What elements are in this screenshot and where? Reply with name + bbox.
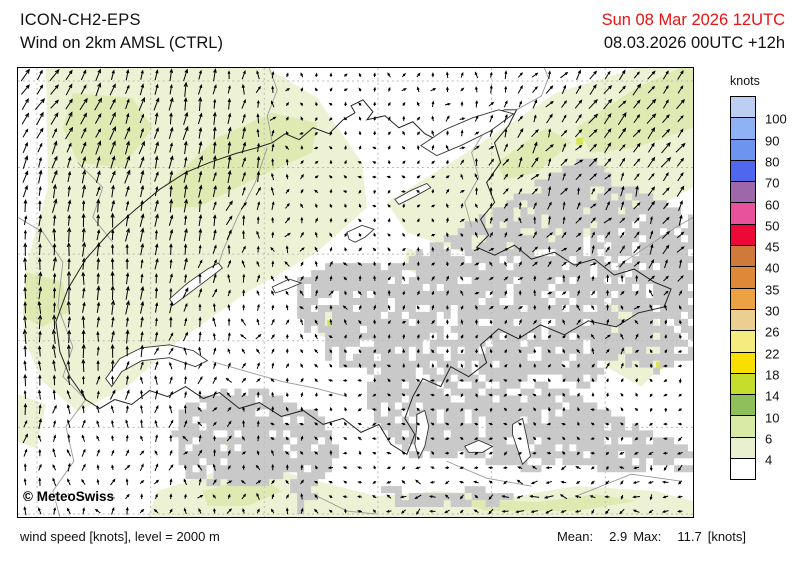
legend-tick-label: 70 [765, 175, 780, 191]
legend-tick-label: 30 [765, 303, 780, 319]
legend-color-segment [730, 394, 756, 417]
product-title: Wind on 2km AMSL (CTRL) [20, 34, 223, 52]
legend-tick-label: 26 [765, 324, 780, 340]
legend-color-segment [730, 372, 756, 396]
legend-color-segment [730, 351, 756, 374]
legend-color-segment [730, 436, 756, 460]
legend-tick-label: 10 [765, 410, 780, 425]
header-right: Sun 08 Mar 2026 12UTC 08.03.2026 00UTC +… [602, 11, 785, 53]
header-left: ICON-CH2-EPS Wind on 2km AMSL (CTRL) [20, 11, 223, 53]
legend-color-segment [730, 458, 756, 481]
copyright-label: © MeteoSwiss [23, 489, 114, 504]
legend-color-segment [730, 308, 756, 332]
legend-tick-label: 60 [765, 197, 780, 212]
legend-tick-label: 4 [765, 452, 773, 468]
model-name: ICON-CH2-EPS [20, 11, 141, 29]
legend-tick-label: 35 [765, 282, 780, 298]
legend-tick-label: 6 [765, 431, 773, 447]
max-label: Max: [633, 529, 662, 544]
legend-color-segment [730, 159, 756, 183]
stats-unit: [knots] [707, 529, 746, 544]
legend-color-segment [730, 138, 756, 161]
legend-color-segment [730, 181, 756, 204]
legend-tick-label: 100 [765, 111, 787, 127]
wind-map-svg [18, 68, 693, 517]
mean-value: 2.9 [609, 529, 628, 544]
legend-color-segment [730, 287, 756, 310]
legend-colorbar [730, 96, 756, 481]
legend-color-segment [730, 117, 756, 140]
legend-color-segment [730, 223, 756, 247]
legend-color-segment [730, 415, 756, 438]
legend-tick-label: 80 [765, 154, 780, 170]
legend-tick-label: 14 [765, 388, 780, 404]
max-value: 11.7 [677, 529, 702, 544]
legend-color-segment [730, 266, 756, 289]
legend-tick-label: 45 [765, 239, 780, 255]
legend-tick-label: 50 [765, 218, 780, 234]
mean-label: Mean: [556, 529, 594, 544]
legend-color-segment [730, 330, 756, 353]
legend-color-segment [730, 96, 756, 119]
legend-title: knots [730, 74, 760, 88]
legend-tick-label: 90 [765, 133, 780, 149]
legend-tick-label: 40 [765, 260, 780, 276]
map-frame: © MeteoSwiss [17, 67, 694, 518]
run-time: 08.03.2026 00UTC +12h [603, 34, 785, 52]
legend-tick-label: 22 [765, 346, 780, 362]
footer-description: wind speed [knots], level = 2000 m [20, 529, 220, 544]
footer-stats: Mean: 2.9 Max: 11.7 [knots] [557, 529, 746, 544]
legend-tick-label: 18 [765, 367, 780, 383]
legend-color-segment [730, 202, 756, 225]
legend-color-segment [730, 245, 756, 268]
valid-time: Sun 08 Mar 2026 12UTC [601, 11, 785, 29]
